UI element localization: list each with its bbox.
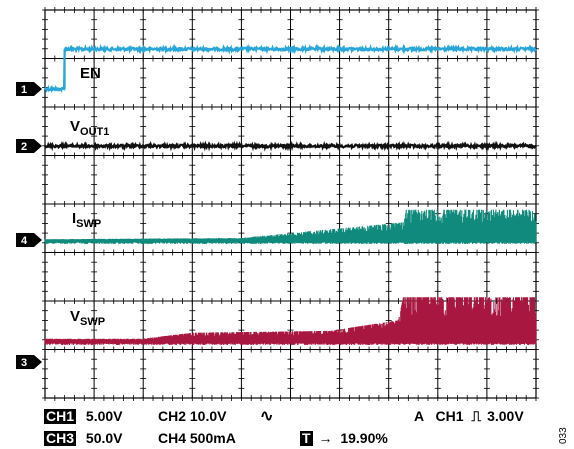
ch1-tag: CH1 — [44, 408, 77, 424]
coupling-icon: ∿ — [260, 408, 274, 425]
trigger-position-value: 19.90% — [340, 430, 388, 446]
trigger-arrow-icon: → — [318, 430, 333, 446]
vout1-label: VOUT1 — [70, 118, 109, 138]
channel-marker-2[interactable]: 2 — [16, 139, 42, 153]
ch4-scale: CH4 500mA — [158, 430, 236, 446]
channel-marker-4[interactable]: 4 — [16, 233, 42, 247]
trigger-position-tag: T — [300, 430, 313, 446]
ch3-scale: 50.0V — [85, 430, 123, 446]
ch1-scale: 5.00V — [85, 408, 123, 424]
channel-marker-arrow-icon — [16, 233, 42, 247]
trigger-prefix: A — [414, 408, 424, 424]
rising-edge-icon: ⎍ — [471, 408, 482, 424]
ch3-tag: CH3 — [44, 430, 77, 446]
traces — [44, 43, 538, 345]
scope-footer: CH1 5.00V CH2 10.0V ∿ A CH1 ⎍ 3.00V CH3 … — [0, 400, 574, 449]
channel-marker-arrow-icon — [16, 139, 42, 153]
trace-ch3 — [44, 297, 537, 345]
trigger-source: CH1 — [435, 408, 464, 424]
trace-labels: EN VOUT1 ISWP VSWP — [70, 65, 109, 328]
trace-ch2 — [44, 140, 538, 152]
trigger-position-readout: T → 19.90% — [300, 430, 388, 446]
iswp-label: ISWP — [72, 210, 101, 230]
trace-ch1-line — [44, 43, 537, 93]
vswp-label: VSWP — [70, 308, 105, 328]
trigger-level: 3.00V — [487, 408, 524, 424]
channel-marker-number: 1 — [21, 84, 27, 96]
channel-marker-number: 4 — [21, 235, 28, 247]
channel-marker-arrow-icon — [16, 82, 42, 96]
trace-ch4 — [44, 209, 537, 244]
trace-ch1 — [44, 43, 537, 93]
ch1-scale-readout: CH1 5.00V — [44, 408, 123, 424]
trace-ch2-line — [44, 140, 538, 152]
channel-marker-arrow-icon — [16, 355, 42, 369]
trigger-readout: A CH1 ⎍ 3.00V — [414, 408, 524, 425]
channel-marker-number: 3 — [21, 357, 27, 369]
channel-markers: 1 2 4 3 — [16, 82, 42, 369]
figure-id: 033 — [558, 427, 569, 444]
channel-marker-1[interactable]: 1 — [16, 82, 42, 96]
channel-marker-number: 2 — [21, 141, 27, 153]
en-label: EN — [80, 65, 101, 82]
ch2-scale: CH2 10.0V — [158, 408, 227, 424]
ch3-scale-readout: CH3 50.0V — [44, 430, 123, 446]
channel-marker-3[interactable]: 3 — [16, 355, 42, 369]
